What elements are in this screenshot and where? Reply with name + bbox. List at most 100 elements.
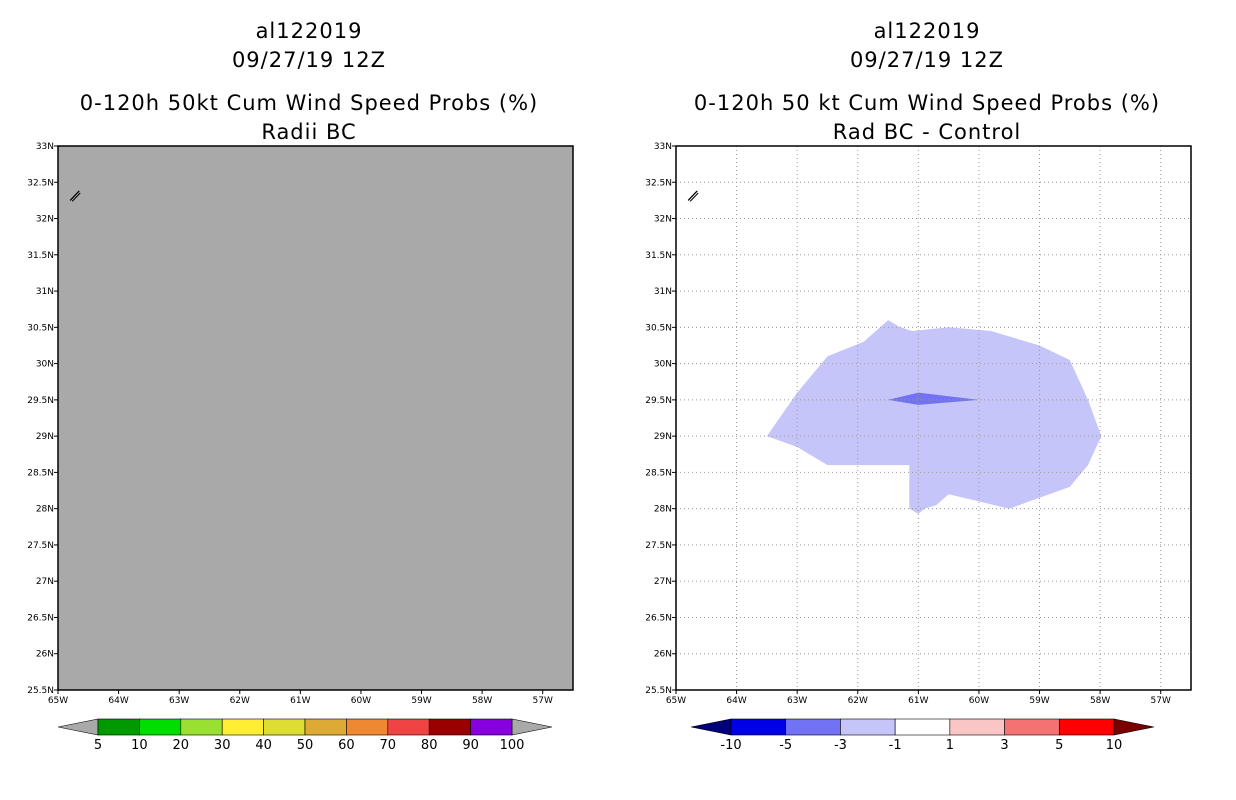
y-tick-label: 32N [654,215,672,225]
y-tick-label: 25.5N [645,686,672,696]
colorbar-label: 20 [173,738,190,753]
y-tick-label: 30N [36,360,54,370]
y-tick-label: 32.5N [27,178,54,188]
colorbar-label: 3 [1000,738,1008,753]
colorbar-label: 80 [421,738,438,753]
colorbar-swatch-1 [785,718,841,736]
colorbar-swatch-2 [180,718,223,736]
colorbar-label: 100 [500,738,525,753]
left-title-experiment: Radii BC [261,120,357,144]
colorbar-label: -1 [889,738,902,753]
colorbar-low-arrow [690,718,732,736]
y-tick-label: 27N [36,577,54,587]
y-tick-label: 31N [36,287,54,297]
colorbar-swatch-4 [949,718,1005,736]
x-tick-label: 62W [230,696,250,706]
right-difference-map: 65W 64W 63W 62W 61W 60W 59W 58W 57W 25.5N 26N 26.5N… [645,142,1192,753]
x-tick-label: 59W [411,696,431,706]
left-probability-map: 65W 64W 63W 62W 61W 60W 59W 58W 57W 25.5N 26N 26.5N… [27,142,574,753]
x-tick-label: 63W [787,696,807,706]
colorbar-swatch-5 [1004,718,1060,736]
x-tick-label: 57W [1151,696,1171,706]
colorbar-swatch-8 [428,718,471,736]
colorbar-label: 30 [214,738,231,753]
x-tick-label: 65W [666,696,686,706]
y-tick-label: 26.5N [645,613,672,623]
y-tick-label: 25.5N [27,686,54,696]
y-tick-label: 29N [654,432,672,442]
x-tick-label: 61W [290,696,310,706]
plot-frame [57,145,574,691]
y-tick-label: 27N [654,577,672,587]
y-tick-label: 26.5N [27,613,54,623]
y-tick-label: 26N [36,650,54,660]
colorbar-swatch-3 [894,718,951,736]
colorbar-swatch-6 [346,718,389,736]
colorbar-label: 60 [338,738,355,753]
y-tick-label: 33N [36,142,54,152]
y-tick-label: 28N [654,505,672,515]
y-tick-label: 31N [654,287,672,297]
left-title-datetime: 09/27/19 12Z [231,48,387,72]
y-tick-label: 31.5N [27,251,54,261]
colorbar-low-arrow [57,718,99,736]
y-tick-label: 28.5N [27,468,54,478]
y-tick-label: 33N [654,142,672,152]
colorbar-high-arrow [1113,718,1155,736]
x-tick-label: 65W [48,696,68,706]
plot-area [58,146,573,690]
colorbar-label: -5 [779,738,792,753]
y-tick-label: 30N [654,360,672,370]
colorbar-swatch-2 [840,718,896,736]
x-tick-label: 64W [726,696,746,706]
colorbar-swatch-6 [1058,718,1115,736]
x-tick-label: 63W [169,696,189,706]
colorbar-label: 50 [297,738,314,753]
y-tick-label: 31.5N [645,251,672,261]
y-tick-label: 29N [36,432,54,442]
island-bermuda [687,190,698,201]
y-tick-label: 32N [36,215,54,225]
colorbar-swatch-9 [470,718,513,736]
right-title-experiment: Rad BC - Control [832,120,1022,144]
island-bermuda [69,190,80,201]
x-tick-label: 62W [848,696,868,706]
colorbar-label: 10 [131,738,148,753]
y-tick-label: 29.5N [645,396,672,406]
colorbar-high-arrow [511,718,553,736]
colorbar-label: 5 [1055,738,1063,753]
y-tick-label: 27.5N [27,541,54,551]
colorbar-swatch-5 [304,718,347,736]
colorbar-label: -10 [720,738,741,753]
colorbar-label: 10 [1106,738,1123,753]
x-tick-label: 58W [1090,696,1110,706]
y-tick-label: 27.5N [645,541,672,551]
colorbar-swatch-0 [730,718,787,736]
left-title-field: 0-120h 50kt Cum Wind Speed Probs (%) [79,91,539,115]
y-tick-label: 30.5N [27,323,54,333]
x-tick-label: 59W [1029,696,1049,706]
right-title-storm-id: al122019 [873,19,981,43]
contour-region-1 [888,392,979,405]
colorbar-label: 40 [255,738,272,753]
colorbar-swatch-3 [221,718,264,736]
right-title-datetime: 09/27/19 12Z [849,48,1005,72]
colorbar-label: 70 [380,738,397,753]
island-bermuda-outline [689,192,699,202]
island-bermuda-outline [71,192,81,202]
colorbar-label: 90 [462,738,479,753]
y-tick-label: 29.5N [27,396,54,406]
contour-region-0 [766,320,1102,514]
x-tick-label: 60W [351,696,371,706]
y-tick-label: 30.5N [645,323,672,333]
x-tick-label: 57W [533,696,553,706]
x-tick-label: 61W [908,696,928,706]
colorbar-swatch-1 [139,718,182,736]
x-tick-label: 60W [969,696,989,706]
plot-frame [675,145,1192,691]
colorbar-swatch-4 [263,718,306,736]
colorbar-label: 5 [94,738,102,753]
left-title-storm-id: al122019 [255,19,363,43]
x-tick-label: 64W [108,696,128,706]
